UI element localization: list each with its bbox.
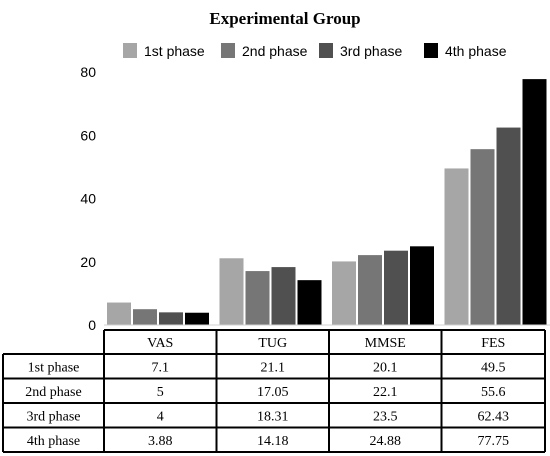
legend-label: 1st phase xyxy=(144,43,205,59)
table-cell: 20.1 xyxy=(373,360,398,375)
y-tick-label: 40 xyxy=(80,191,96,207)
bar xyxy=(107,302,131,325)
table-row-label: 4th phase xyxy=(27,434,80,449)
table-cell: 17.05 xyxy=(257,385,289,400)
table-cell: 3.88 xyxy=(148,434,173,449)
bar xyxy=(358,255,382,325)
legend-swatch xyxy=(424,43,438,58)
bars xyxy=(104,79,550,326)
bar xyxy=(470,149,495,325)
legend-swatch xyxy=(221,43,235,58)
legend-swatch xyxy=(319,43,333,58)
legend-label: 4th phase xyxy=(445,43,507,59)
table-row-label: 3rd phase xyxy=(26,409,80,424)
bar xyxy=(219,258,244,325)
bar xyxy=(185,312,209,325)
x-tick-label: TUG xyxy=(258,336,287,351)
table-cell: 18.31 xyxy=(257,409,289,424)
bar xyxy=(522,79,547,325)
table-cell: 24.88 xyxy=(370,434,402,449)
table-cell: 22.1 xyxy=(373,385,398,400)
y-tick-label: 20 xyxy=(80,254,96,270)
x-tick-label: VAS xyxy=(147,336,173,351)
x-tick-label: FES xyxy=(481,336,505,351)
table-cell: 5 xyxy=(157,385,164,400)
table-cell: 55.6 xyxy=(481,385,506,400)
x-tick-label: MMSE xyxy=(365,336,406,351)
bar xyxy=(410,246,434,325)
y-tick-label: 60 xyxy=(80,127,96,143)
legend-label: 3rd phase xyxy=(340,43,402,59)
legend-label: 2nd phase xyxy=(242,43,308,59)
table-cell: 14.18 xyxy=(257,434,289,449)
legend-swatch xyxy=(123,43,137,58)
bar xyxy=(271,267,296,325)
table-cell: 49.5 xyxy=(481,360,506,375)
table-cell: 62.43 xyxy=(478,409,510,424)
table-cell: 4 xyxy=(157,409,164,424)
table-cell: 23.5 xyxy=(373,409,398,424)
legend: 1st phase 2nd phase 3rd phase 4th phase xyxy=(123,43,507,59)
data-table: VAS TUG MMSE FES 1st phase 7.1 21.1 20.1 49.5 2nd… xyxy=(2,329,546,453)
bar xyxy=(245,271,270,325)
bar xyxy=(496,127,521,325)
table-cell: 21.1 xyxy=(261,360,286,375)
table-row-label: 1st phase xyxy=(28,360,80,375)
table-row-label: 2nd phase xyxy=(25,385,81,400)
y-axis: 0 20 40 60 80 xyxy=(80,64,96,333)
bar xyxy=(444,168,469,325)
bar xyxy=(297,280,322,325)
y-tick-label: 0 xyxy=(88,317,96,333)
y-tick-label: 80 xyxy=(80,64,96,80)
bar xyxy=(332,261,356,325)
bar xyxy=(159,312,183,325)
table-cell: 77.75 xyxy=(478,434,510,449)
chart-title: Experimental Group xyxy=(209,9,360,28)
bar xyxy=(133,309,157,325)
table-cell: 7.1 xyxy=(152,360,170,375)
bar xyxy=(384,250,408,325)
